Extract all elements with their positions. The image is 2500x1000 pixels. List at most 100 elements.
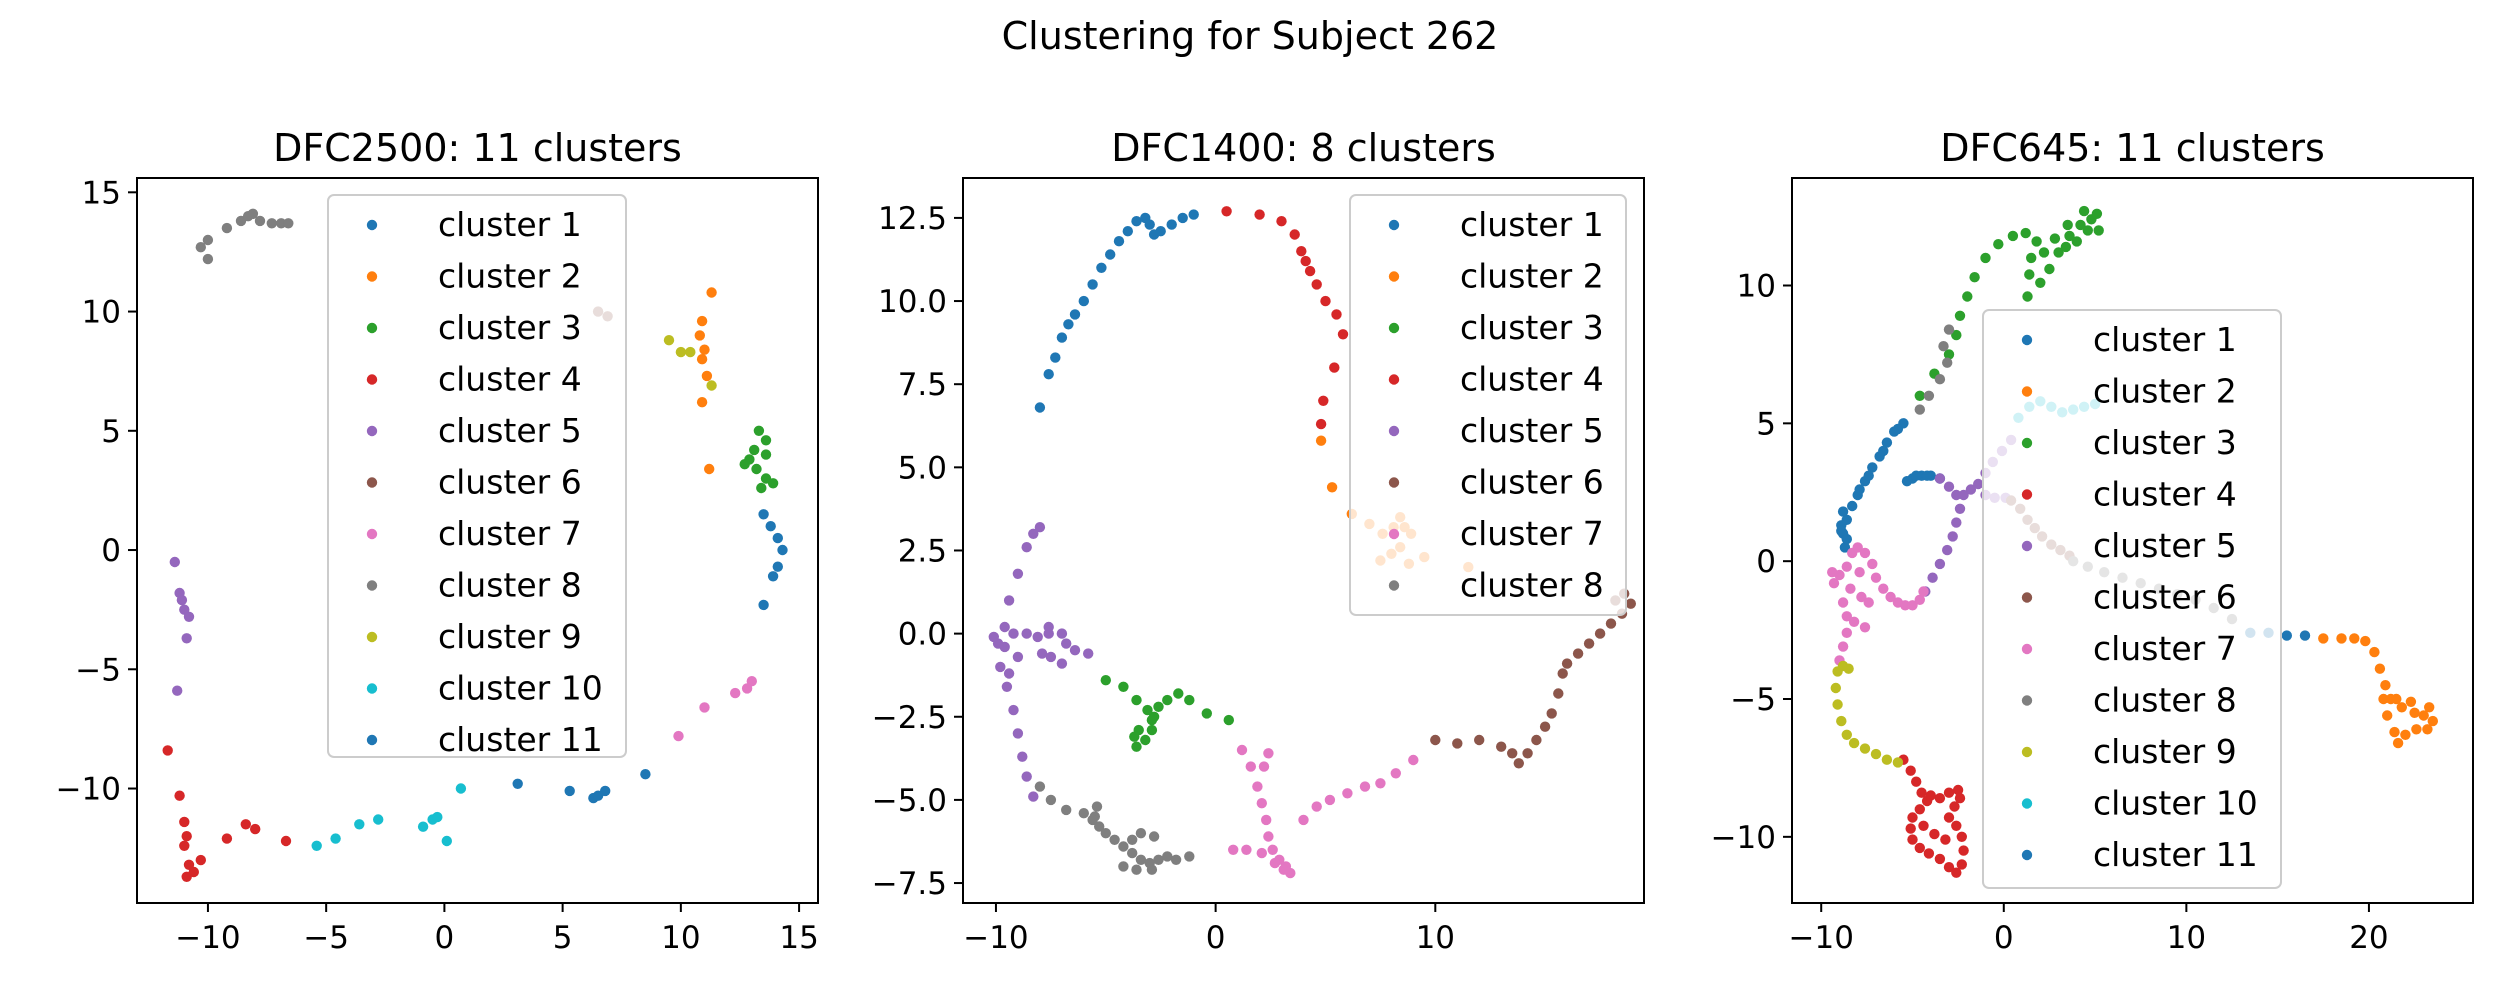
- point-cluster-4: [1949, 801, 1960, 812]
- point-cluster-7: [1324, 794, 1336, 806]
- subplot-1: DFC2500: 11 clusters −10 −5 0 5 10 15 −10 −5 0 5 10…: [56, 126, 819, 956]
- point-cluster-1: [2299, 630, 2311, 641]
- point-cluster-4: [1907, 812, 1918, 823]
- point-cluster-4: [1925, 790, 1937, 801]
- point-cluster-4: [250, 823, 261, 835]
- point-cluster-2: [2369, 646, 2380, 658]
- x-tick-label: −5: [303, 920, 349, 956]
- point-cluster-7: [1907, 600, 1918, 611]
- legend-label: cluster 2: [438, 257, 582, 296]
- point-cluster-3: [2024, 269, 2035, 280]
- point-cluster-1: [1166, 219, 1177, 230]
- legend-marker: [1388, 477, 1400, 488]
- point-cluster-5: [1951, 489, 1962, 501]
- point-cluster-3: [1100, 675, 1112, 686]
- point-cluster-5: [1028, 528, 1039, 539]
- point-cluster-5: [176, 594, 188, 606]
- point-cluster-5: [1934, 473, 1946, 484]
- point-cluster-8: [247, 208, 259, 219]
- point-cluster-4: [1304, 265, 1316, 277]
- legend-marker: [1388, 528, 1400, 540]
- x-tick-label: 0: [1994, 920, 2014, 956]
- point-cluster-3: [2064, 230, 2075, 242]
- point-cluster-1: [777, 544, 788, 556]
- point-cluster-7: [1854, 567, 1865, 578]
- point-cluster-2: [2360, 635, 2371, 647]
- point-cluster-7: [1256, 798, 1268, 809]
- point-cluster-5: [1034, 522, 1046, 533]
- point-cluster-11: [1854, 484, 1865, 495]
- point-cluster-4: [1943, 787, 1955, 798]
- point-cluster-5: [172, 685, 183, 696]
- point-cluster-11: [600, 785, 611, 797]
- point-cluster-4: [1934, 793, 1946, 804]
- point-cluster-1: [1839, 542, 1851, 553]
- point-cluster-8: [1938, 341, 1949, 352]
- legend-label: cluster 11: [438, 720, 603, 759]
- legend-label: cluster 5: [2093, 526, 2237, 565]
- point-cluster-2: [696, 397, 708, 408]
- point-cluster-3: [2007, 230, 2019, 242]
- point-cluster-2: [704, 463, 715, 475]
- legend-marker: [1388, 271, 1400, 282]
- y-tick-label: 2.5: [898, 533, 947, 569]
- point-cluster-2: [2405, 696, 2417, 707]
- x-tick-label: −10: [1789, 920, 1854, 956]
- point-cluster-8: [1146, 864, 1158, 875]
- point-cluster-7: [1342, 788, 1353, 799]
- point-cluster-2: [2349, 633, 2360, 644]
- point-cluster-2: [706, 287, 717, 298]
- point-cluster-2: [2382, 710, 2393, 721]
- point-cluster-8: [1078, 808, 1090, 819]
- point-cluster-2: [2392, 737, 2404, 749]
- point-cluster-9: [663, 335, 675, 346]
- point-cluster-5: [1012, 568, 1024, 579]
- point-cluster-1: [1155, 226, 1166, 237]
- point-cluster-4: [1940, 834, 1951, 845]
- point-cluster-11: [1863, 470, 1874, 481]
- point-cluster-5: [1958, 489, 1969, 501]
- point-cluster-4: [1221, 206, 1232, 217]
- point-cluster-8: [1914, 404, 1926, 415]
- point-cluster-7: [1311, 801, 1322, 812]
- subplot-title: DFC2500: 11 clusters: [273, 126, 682, 170]
- point-cluster-9: [706, 380, 717, 391]
- point-cluster-4: [1254, 209, 1265, 220]
- point-cluster-7: [1269, 857, 1281, 869]
- point-cluster-1: [1881, 437, 1893, 448]
- point-cluster-3: [1142, 704, 1153, 716]
- x-tick-label: 5: [553, 920, 573, 956]
- legend-marker: [2021, 643, 2033, 655]
- point-cluster-8: [1094, 821, 1105, 832]
- subplot-2: DFC1400: 8 clusters −10 0 10 −7.5 −5.0 −2.5 0.0…: [872, 126, 1645, 956]
- point-cluster-5: [1056, 658, 1068, 669]
- point-cluster-1: [1034, 402, 1046, 413]
- point-cluster-2: [2389, 726, 2400, 738]
- point-cluster-10: [417, 821, 429, 832]
- point-cluster-6: [1430, 734, 1441, 746]
- point-cluster-10: [330, 833, 341, 844]
- point-cluster-3: [2020, 227, 2031, 239]
- point-cluster-8: [195, 242, 206, 253]
- point-cluster-4: [195, 854, 206, 866]
- point-cluster-7: [1390, 768, 1402, 779]
- figure-suptitle: Clustering for Subject 262: [1002, 14, 1499, 58]
- point-cluster-6: [1553, 688, 1564, 699]
- point-cluster-6: [1513, 758, 1525, 769]
- point-cluster-7: [1827, 567, 1838, 578]
- point-cluster-4: [1956, 859, 1968, 870]
- legend-marker: [2021, 849, 2033, 861]
- y-tick-label: 7.5: [898, 367, 947, 403]
- x-tick-label: 20: [2349, 920, 2388, 956]
- legend-label: cluster 8: [1460, 566, 1604, 605]
- point-cluster-11: [564, 785, 575, 797]
- y-tick-label: 15: [82, 175, 121, 211]
- point-cluster-3: [1943, 349, 1955, 360]
- point-cluster-7: [1261, 814, 1272, 826]
- point-cluster-5: [1951, 517, 1962, 528]
- axes-frame: [136, 177, 819, 904]
- point-cluster-4: [1943, 812, 1955, 823]
- axes-frame: [1791, 177, 2474, 904]
- point-cluster-3: [1951, 329, 1962, 341]
- point-cluster-3: [1173, 688, 1184, 699]
